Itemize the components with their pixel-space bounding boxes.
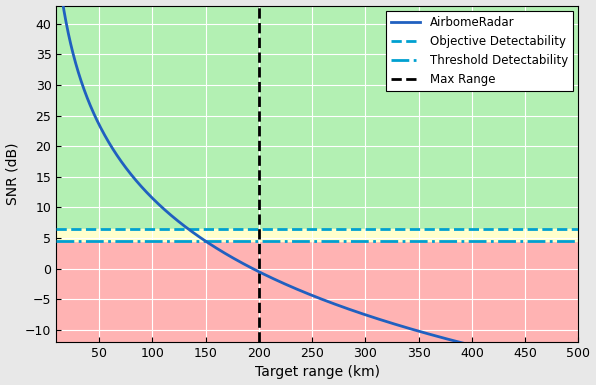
Threshold Detectability bbox=[43, 239, 50, 243]
Max Range bbox=[255, 260, 262, 265]
Objective Detectability bbox=[42, 226, 49, 231]
Bar bbox=[57, 241, 579, 342]
AirbomeRadar bbox=[464, 342, 471, 346]
AirbomeRadar bbox=[306, 292, 313, 297]
Y-axis label: SNR (dB): SNR (dB) bbox=[5, 142, 20, 205]
AirbomeRadar bbox=[79, 84, 86, 89]
Legend: AirbomeRadar, Objective Detectability, Threshold Detectability, Max Range: AirbomeRadar, Objective Detectability, T… bbox=[386, 12, 573, 90]
Threshold Detectability bbox=[42, 239, 49, 243]
AirbomeRadar bbox=[560, 364, 567, 368]
AirbomeRadar bbox=[575, 367, 582, 372]
AirbomeRadar bbox=[293, 286, 300, 291]
AirbomeRadar bbox=[560, 363, 567, 368]
Max Range bbox=[255, 266, 262, 271]
Line: AirbomeRadar: AirbomeRadar bbox=[57, 0, 579, 369]
Objective Detectability bbox=[43, 226, 50, 231]
X-axis label: Target range (km): Target range (km) bbox=[255, 365, 380, 380]
Bar bbox=[57, 229, 579, 241]
